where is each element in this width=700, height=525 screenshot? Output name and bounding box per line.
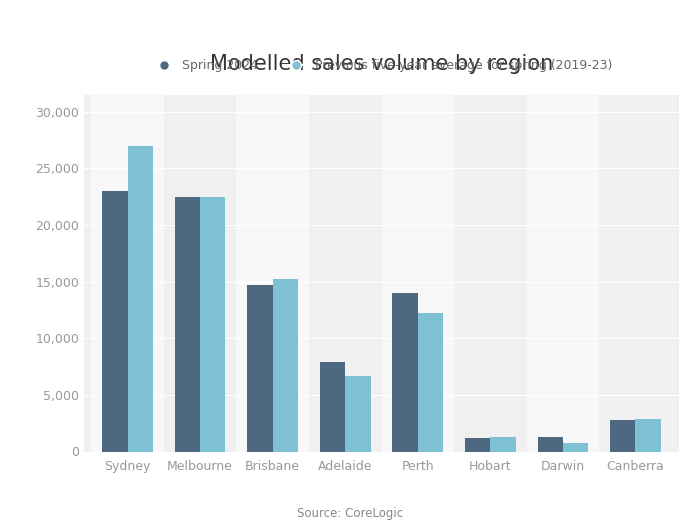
Bar [320, 362, 345, 452]
Bar [247, 285, 273, 452]
Bar [127, 145, 153, 452]
Bar [610, 420, 636, 451]
Bar [345, 375, 370, 452]
Bar [320, 362, 345, 452]
Bar [418, 313, 443, 452]
Bar [382, 94, 454, 451]
Bar [563, 443, 588, 452]
Bar [526, 94, 599, 451]
Bar [237, 94, 309, 451]
Bar [418, 313, 443, 452]
Bar [127, 145, 153, 452]
Bar [490, 437, 516, 451]
Bar [490, 437, 516, 451]
Bar [563, 443, 588, 452]
Bar [200, 196, 225, 452]
Bar [465, 438, 490, 452]
Bar [273, 279, 298, 452]
Bar [610, 420, 636, 451]
Bar [636, 419, 661, 452]
Bar [393, 293, 418, 452]
Bar [465, 438, 490, 452]
Bar [102, 191, 127, 452]
Title: Modelled sales volume by region: Modelled sales volume by region [210, 54, 553, 74]
Bar [91, 94, 164, 451]
Bar [345, 375, 370, 452]
Bar [636, 419, 661, 452]
Bar [175, 196, 200, 452]
Text: Source: CoreLogic: Source: CoreLogic [297, 507, 403, 520]
Bar [273, 279, 298, 452]
Bar [393, 293, 418, 452]
Bar [247, 285, 273, 452]
Bar [538, 437, 563, 451]
Bar [102, 191, 127, 452]
Bar [175, 196, 200, 452]
Bar [200, 196, 225, 452]
Bar [538, 437, 563, 451]
Legend: Spring 2024, Previous five-year average for spring (2019-23): Spring 2024, Previous five-year average … [146, 55, 617, 77]
